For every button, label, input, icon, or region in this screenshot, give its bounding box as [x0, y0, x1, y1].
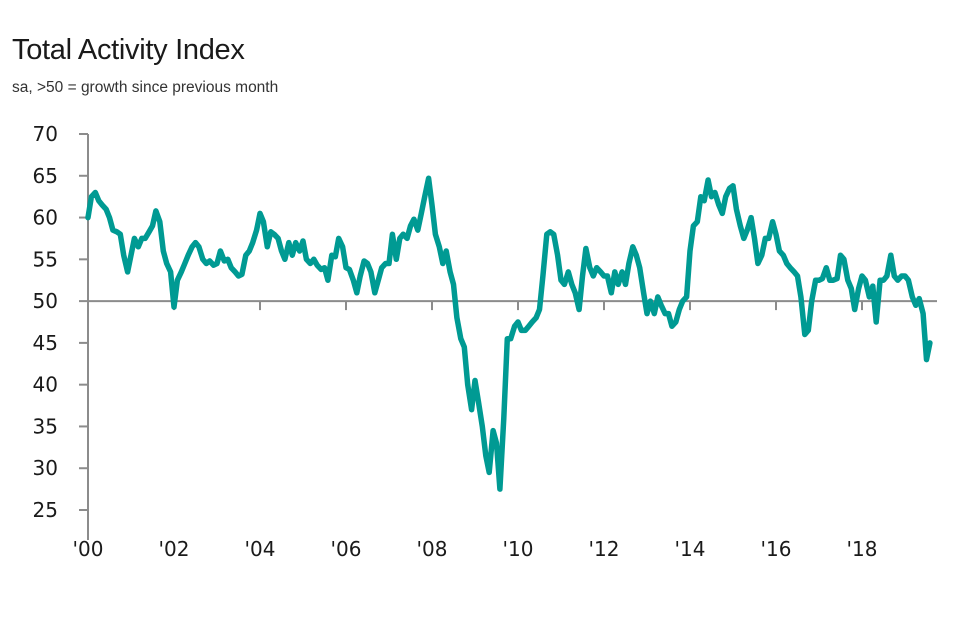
x-tick-label: '00: [73, 537, 104, 561]
x-tick-label: '16: [761, 537, 792, 561]
y-tick-label: 70: [33, 122, 58, 146]
chart-subtitle: sa, >50 = growth since previous month: [12, 79, 279, 96]
chart-title: Total Activity Index: [12, 34, 245, 66]
y-tick-label: 65: [33, 164, 58, 188]
y-tick-label: 45: [33, 331, 58, 355]
x-tick-label: '02: [159, 537, 190, 561]
x-axis: '00 '02 '04 '06 '08 '10 '12 '14 '16 '18: [73, 301, 878, 561]
y-tick-label: 50: [33, 289, 58, 313]
x-tick-label: '06: [331, 537, 362, 561]
x-tick-label: '18: [847, 537, 878, 561]
y-tick-label: 35: [33, 414, 58, 438]
y-axis: 70 65 60 55 50 45 40 35 30 25: [33, 122, 89, 540]
x-tick-label: '14: [675, 537, 706, 561]
series-line-total-activity-index: [85, 175, 933, 492]
y-tick-label: 40: [33, 373, 58, 397]
y-tick-label: 25: [33, 498, 58, 522]
y-tick-label: 60: [33, 206, 58, 230]
x-tick-label: '08: [417, 537, 448, 561]
x-tick-label: '10: [503, 537, 534, 561]
y-tick-label: 30: [33, 456, 58, 480]
x-tick-label: '12: [589, 537, 620, 561]
y-tick-label: 55: [33, 247, 58, 271]
x-tick-label: '04: [245, 537, 276, 561]
series-group: [85, 175, 933, 492]
